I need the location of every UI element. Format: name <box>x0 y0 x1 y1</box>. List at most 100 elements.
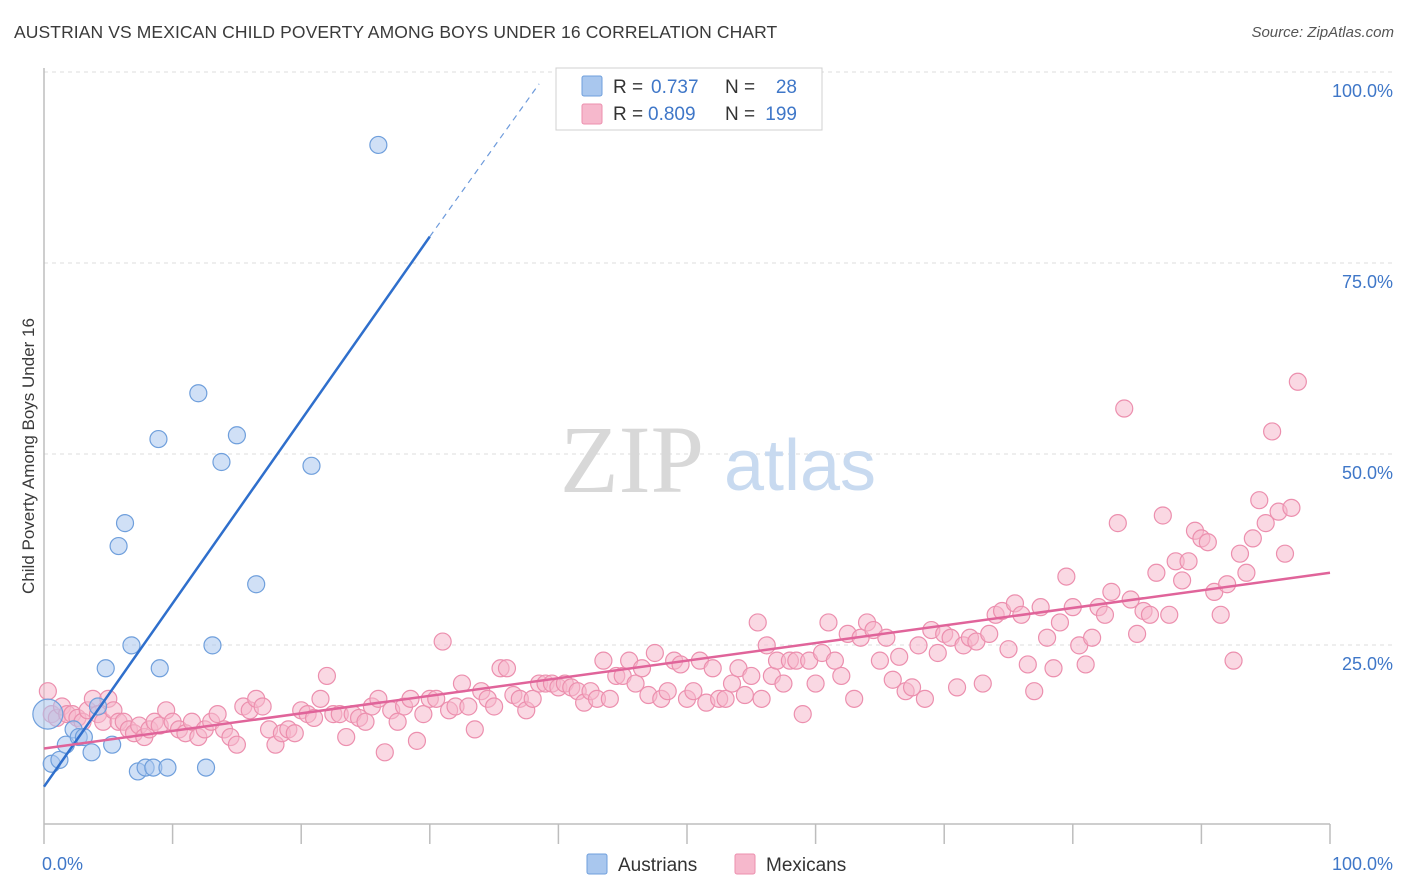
mexicans-point <box>1275 544 1295 563</box>
mexicans-point <box>304 708 324 728</box>
mexicans-point <box>752 689 771 708</box>
austrians-point <box>302 456 321 475</box>
austrians-point <box>247 575 266 594</box>
mexicans-point <box>999 640 1018 659</box>
mexicans-point <box>1095 605 1115 624</box>
mexicans-point <box>1082 628 1102 647</box>
mexicans-point <box>407 731 427 750</box>
mexicans-point <box>722 674 742 693</box>
mexicans-point <box>980 624 999 644</box>
mexicans-point <box>285 724 304 743</box>
bottom-legend: Austrians Mexicans <box>586 853 846 876</box>
mexicans-point <box>375 743 394 762</box>
legend-n-value-1: 28 <box>776 77 797 98</box>
mexicans-point <box>870 651 890 670</box>
mexicans-point <box>1256 514 1275 533</box>
mexicans-point <box>1050 613 1070 632</box>
mexicans-point <box>1140 605 1160 624</box>
y-tick-label: 25.0% <box>1342 654 1393 674</box>
mexicans-point <box>1173 571 1192 590</box>
mexicans-point <box>1025 682 1044 701</box>
mexicans-point <box>1147 563 1166 582</box>
mexicans-point <box>1018 655 1037 674</box>
mexicans-point <box>806 674 825 693</box>
chart-title: AUSTRIAN VS MEXICAN CHILD POVERTY AMONG … <box>14 22 778 42</box>
mexicans-point <box>1076 655 1095 674</box>
y-tick-label: 50.0% <box>1342 463 1393 483</box>
austrians-point <box>212 452 231 472</box>
mexicans-point <box>485 697 504 716</box>
mexicans-trend-line <box>43 571 1331 750</box>
mexicans-point <box>748 613 767 632</box>
mexicans-point <box>433 632 452 651</box>
mexicans-point <box>523 689 542 708</box>
y-tick-label: 75.0% <box>1342 272 1393 292</box>
mexicans-point <box>497 659 517 678</box>
mexicans-point <box>1250 491 1269 510</box>
mexicans-point <box>600 689 619 708</box>
legend-r-label-2: R = <box>613 104 643 125</box>
mexicans-point <box>1179 552 1198 571</box>
mexicans-point <box>459 697 478 716</box>
legend-n-label-1: N = <box>725 77 755 98</box>
mexicans-point <box>735 685 754 705</box>
mexicans-point <box>414 705 433 724</box>
mexicans-point <box>311 689 330 708</box>
mexicans-point <box>626 674 645 693</box>
bottom-legend-swatch-austrians <box>586 853 608 875</box>
mexicans-point <box>1115 399 1134 418</box>
mexicans-point <box>645 643 664 663</box>
mexicans-point <box>671 655 690 674</box>
mexicans-point <box>703 659 722 678</box>
mexicans-point <box>208 705 227 724</box>
mexicans-point <box>915 689 935 708</box>
mexicans-point <box>928 643 947 663</box>
y-axis-title: Child Poverty Among Boys Under 16 <box>19 318 38 594</box>
mexicans-point <box>1282 498 1301 517</box>
mexicans-point <box>1198 533 1217 552</box>
austrians-point <box>122 636 141 655</box>
mexicans-point <box>1160 605 1179 624</box>
mexicans-point <box>793 705 812 724</box>
mexicans-point <box>465 720 484 739</box>
watermark: ZIP atlas <box>560 406 876 513</box>
mexicans-point <box>819 613 838 632</box>
mexicans-point <box>1211 605 1230 624</box>
chart-source: Source: ZipAtlas.com <box>1251 24 1394 41</box>
watermark-zip: ZIP <box>560 406 704 513</box>
mexicans-point <box>1243 529 1262 548</box>
austrians-point <box>158 758 177 777</box>
legend-swatch-austrians <box>581 75 603 97</box>
austrians-point <box>109 536 128 556</box>
grid-lines <box>44 71 1392 646</box>
austrians-point <box>150 659 169 678</box>
mexicans-point <box>337 727 356 747</box>
mexicans-point <box>1153 506 1172 525</box>
mexicans-point <box>1224 651 1243 670</box>
legend-box: R = 0.737 N = 28 R = 0.809 N = 199 <box>555 67 823 131</box>
y-tick-label: 100.0% <box>1332 81 1393 101</box>
austrians-points <box>32 135 388 781</box>
mexicans-point <box>356 712 375 731</box>
axes <box>43 68 1331 844</box>
mexicans-point <box>1044 659 1063 678</box>
mexicans-point <box>1057 567 1076 586</box>
mexicans-point <box>845 689 864 708</box>
austrians-point <box>369 135 388 155</box>
mexicans-point <box>1218 575 1237 594</box>
mexicans-point <box>716 689 735 708</box>
x-tick-label: 100.0% <box>1332 854 1393 874</box>
x-tick-label: 0.0% <box>42 854 83 874</box>
bottom-legend-swatch-mexicans <box>734 853 756 875</box>
austrians-point <box>32 698 64 730</box>
mexicans-point <box>890 647 909 666</box>
mexicans-point <box>1230 544 1250 563</box>
mexicans-point <box>594 651 613 670</box>
legend-swatch-mexicans <box>581 103 603 125</box>
mexicans-point <box>883 670 902 689</box>
mexicans-point <box>1263 422 1282 441</box>
mexicans-point <box>658 682 677 701</box>
austrians-trend-extension <box>429 83 540 237</box>
austrians-point <box>203 636 222 655</box>
